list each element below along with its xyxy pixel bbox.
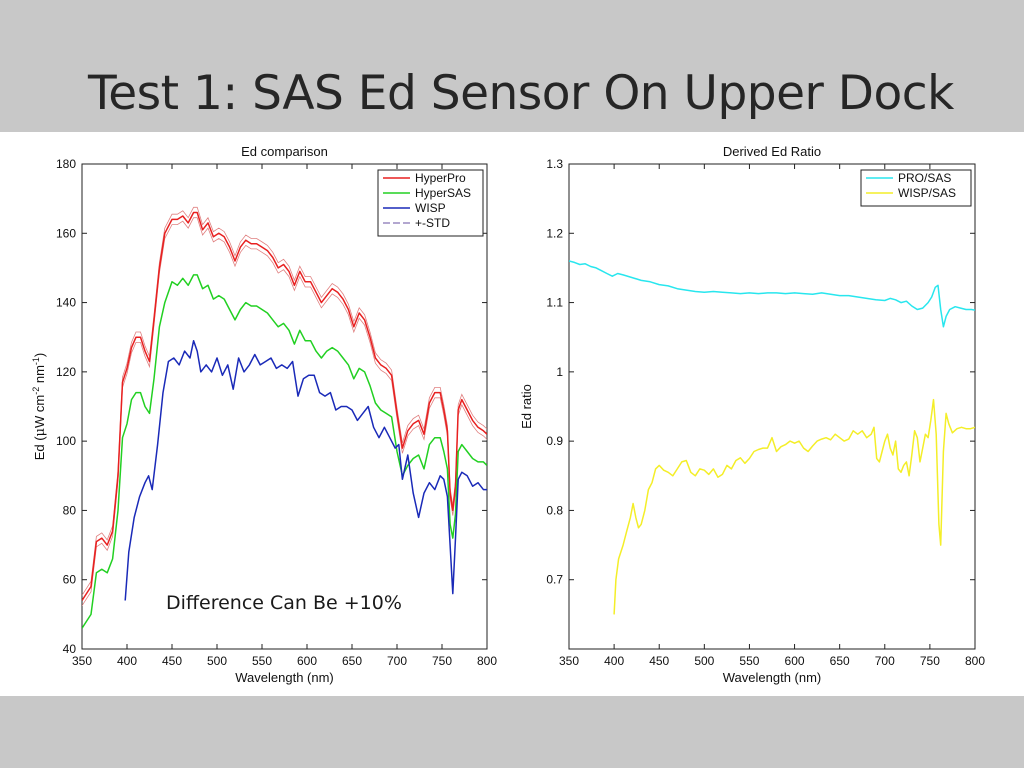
x-tick-label: 700 <box>875 654 895 668</box>
x-tick-label: 500 <box>207 654 227 668</box>
series-wisp <box>124 339 487 601</box>
legend-label: HyperPro <box>415 171 466 185</box>
series-hypersas-line <box>82 274 487 629</box>
x-tick-label: 650 <box>342 654 362 668</box>
y-tick-label: 0.7 <box>546 573 563 587</box>
y-tick-label: 60 <box>63 573 77 587</box>
x-axis-label: Wavelength (nm) <box>235 670 334 685</box>
x-tick-label: 350 <box>72 654 92 668</box>
x-tick-label: 750 <box>432 654 452 668</box>
x-tick-label: 700 <box>387 654 407 668</box>
ed-ratio-panel: Derived Ed Ratio 350 400 450 500 550 600 650 700… <box>512 132 1024 696</box>
x-tick-label: 800 <box>965 654 985 668</box>
legend-item-std: +-STD <box>383 216 450 230</box>
y-axis-label: Ed (μW cm-2 nm-1) <box>31 353 48 461</box>
x-tick-label: 500 <box>694 654 714 668</box>
x-tick-label: 350 <box>559 654 579 668</box>
y-tick-label: 160 <box>56 226 76 240</box>
plot-area <box>568 163 976 650</box>
legend-box <box>860 169 972 207</box>
x-tick-label: 600 <box>297 654 317 668</box>
y-axis-label-part: -1 <box>31 357 41 365</box>
y-tick-label: 1.3 <box>546 157 563 171</box>
x-tick-label: 550 <box>739 654 759 668</box>
x-tick-label: 450 <box>649 654 669 668</box>
y-axis-label-part: Ed ( <box>32 436 47 461</box>
slide-title: Test 1: SAS Ed Sensor On Upper Dock <box>88 66 954 121</box>
series-pro-sas <box>569 260 975 328</box>
x-tick-label: 650 <box>830 654 850 668</box>
y-tick-label: 120 <box>56 365 76 379</box>
y-axis-label-part: μ <box>33 428 48 436</box>
ed-ratio-chart: Derived Ed Ratio 350 400 450 500 550 600 650 700… <box>519 144 985 685</box>
series-pro-sas-line <box>569 260 975 328</box>
legend-label: HyperSAS <box>415 186 471 200</box>
y-tick-label: 1.2 <box>546 226 563 240</box>
legend-item-wisp: WISP <box>383 201 446 215</box>
difference-annotation: Difference Can Be +10% <box>166 592 402 614</box>
legend-item-pro-sas: PRO/SAS <box>866 171 951 185</box>
x-tick-label: 400 <box>604 654 624 668</box>
chart-title: Ed comparison <box>241 144 328 159</box>
chart-title: Derived Ed Ratio <box>723 144 821 159</box>
x-tick-label: 800 <box>477 654 497 668</box>
x-tick-label: 600 <box>785 654 805 668</box>
series-wisp-line <box>124 339 487 601</box>
y-tick-label: 80 <box>63 503 77 517</box>
series-hyperpro-line <box>82 211 487 601</box>
y-tick-label: 40 <box>63 642 77 656</box>
series-wisp-sas <box>613 398 975 615</box>
legend-item-hypersas: HyperSAS <box>383 186 471 200</box>
legend-label: WISP/SAS <box>898 186 956 200</box>
legend-item-wisp-sas: WISP/SAS <box>866 186 956 200</box>
y-axis-label-part: ) <box>32 353 47 357</box>
legend-label: PRO/SAS <box>898 171 951 185</box>
ed-comparison-panel: Ed comparison 350 400 450 500 550 600 650 700 750… <box>0 132 512 696</box>
y-axis-label-part: -2 <box>31 387 41 395</box>
y-tick-label: 0.8 <box>546 503 563 517</box>
y-axis-label-part: nm <box>32 365 47 387</box>
x-tick-label: 450 <box>162 654 182 668</box>
legend-label: WISP <box>415 201 446 215</box>
legend-box <box>377 169 484 237</box>
x-axis-label: Wavelength (nm) <box>723 670 822 685</box>
y-tick-label: 180 <box>56 157 76 171</box>
y-tick-label: 140 <box>56 296 76 310</box>
legend-label: +-STD <box>415 216 450 230</box>
y-axis-label: Ed ratio <box>519 384 534 429</box>
y-tick-label: 1.1 <box>546 296 563 310</box>
series-hypersas <box>82 274 487 629</box>
legend-item-hyperpro: HyperPro <box>383 171 466 185</box>
ed-comparison-chart: Ed comparison 350 400 450 500 550 600 650 700 750… <box>31 144 497 685</box>
series-wisp-sas-line <box>613 398 975 615</box>
y-axis-label-part: W cm <box>32 395 47 428</box>
y-tick-label: 1 <box>556 365 563 379</box>
series-hyperpro <box>82 206 487 606</box>
y-tick-label: 0.9 <box>546 434 563 448</box>
x-tick-label: 550 <box>252 654 272 668</box>
plot-area <box>81 163 488 650</box>
x-tick-label: 400 <box>117 654 137 668</box>
y-tick-label: 100 <box>56 434 76 448</box>
x-tick-label: 750 <box>920 654 940 668</box>
